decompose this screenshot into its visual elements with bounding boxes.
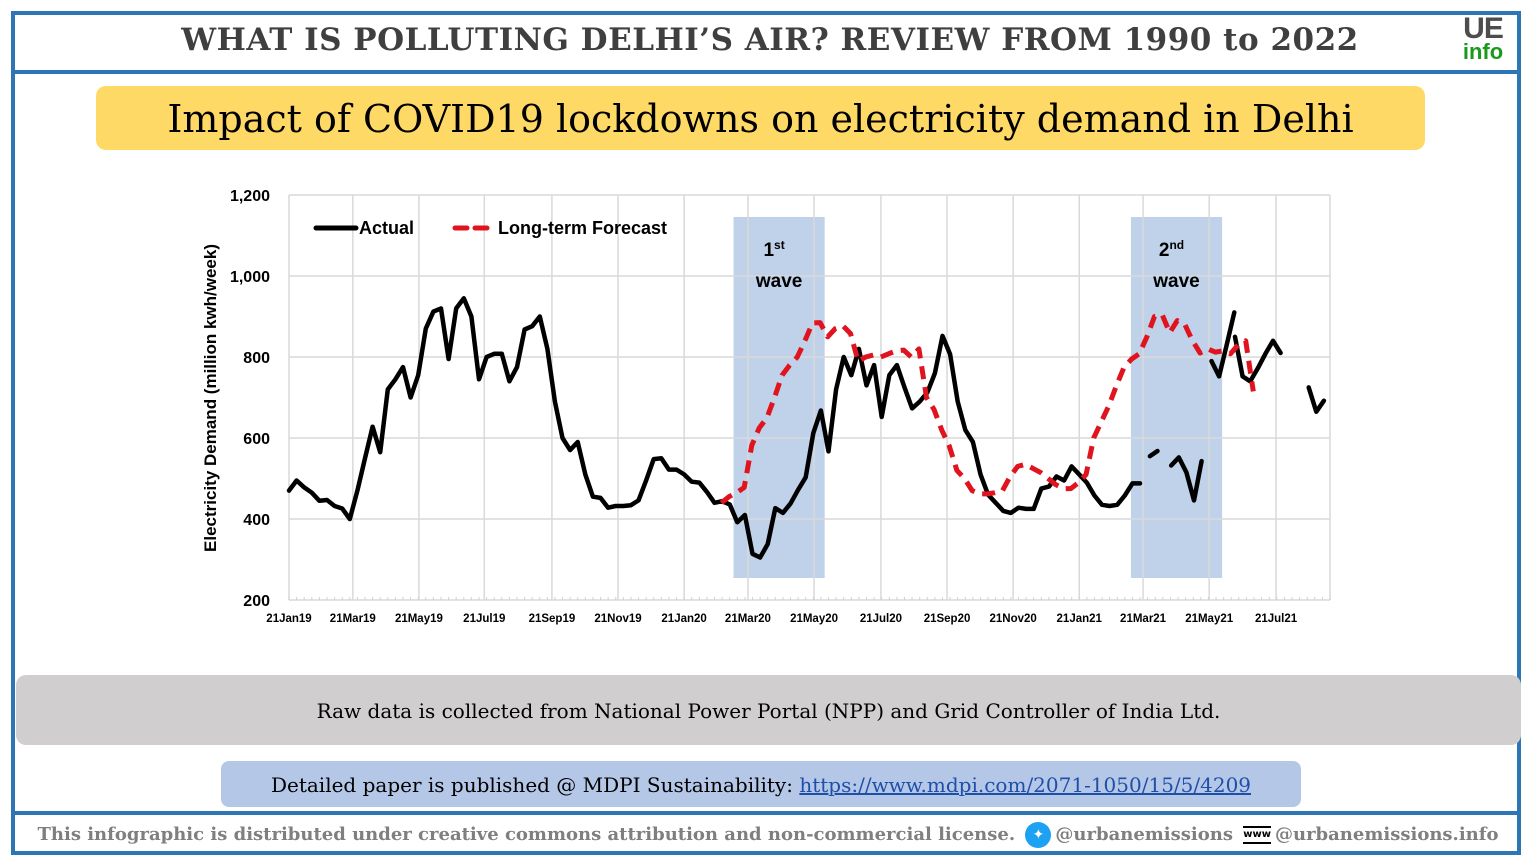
x-tick-label: 21Jan21: [1057, 613, 1103, 625]
legend-forecast-label: Long-term Forecast: [498, 218, 667, 238]
footer-divider: [11, 811, 1521, 815]
actual-line-segment: [1306, 385, 1327, 414]
legend-actual-label: Actual: [359, 218, 414, 238]
data-source-note: Raw data is collected from National Powe…: [16, 675, 1521, 745]
actual-line-segment: [1209, 310, 1237, 379]
header-divider: [11, 70, 1521, 74]
x-tick-label: 21Jan19: [266, 613, 311, 625]
paper-reference-text: Detailed paper is published @ MDPI Susta…: [270, 773, 800, 797]
license-text: This infographic is distributed under cr…: [37, 824, 1016, 845]
x-tick-label: 21Sep19: [529, 613, 576, 625]
paper-link[interactable]: https://www.mdpi.com/2071-1050/15/5/4209: [799, 773, 1252, 797]
y-axis-label: Electricity Demand (million kwh/week): [201, 244, 220, 552]
wave-number-label: 2nd: [1159, 238, 1184, 261]
y-tick-label: 800: [243, 350, 270, 367]
page-title: WHAT IS POLLUTING DELHI’S AIR? REVIEW FR…: [181, 22, 1359, 58]
logo-ue-text: UE: [1463, 12, 1504, 45]
actual-line-segment: [1232, 334, 1283, 384]
wave-word-label: wave: [755, 271, 802, 292]
x-tick-label: 21May19: [395, 613, 443, 625]
actual-line-segment: [286, 296, 1143, 560]
y-tick-label: 1,000: [230, 269, 270, 286]
twitter-handle[interactable]: @urbanemissions: [1055, 824, 1233, 845]
x-tick-label: 21Mar20: [725, 613, 771, 625]
y-tick-label: 200: [243, 593, 270, 610]
page-frame: [11, 11, 1521, 855]
website-handle[interactable]: @urbanemissions.info: [1274, 824, 1499, 845]
x-tick-label: 21May20: [790, 613, 838, 625]
logo-info-text: info: [1462, 39, 1504, 64]
actual-line-segment: [1147, 448, 1160, 459]
x-tick-label: 21Jul21: [1255, 613, 1298, 625]
paper-reference: Detailed paper is published @ MDPI Susta…: [221, 761, 1301, 807]
ue-info-logo[interactable]: UE info: [1456, 14, 1510, 63]
www-globe-icon[interactable]: www: [1243, 826, 1271, 844]
electricity-demand-chart: 200 400 600 800 1,000 1,200 21Jan19 21Mar19 21Ma…: [201, 188, 1331, 625]
x-tick-label: 21Jul19: [463, 613, 505, 625]
covid-wave-band: [1130, 217, 1223, 578]
actual-line-segment: [1168, 455, 1204, 503]
covid-wave-band: [733, 217, 825, 578]
x-tick-label: 21Jan20: [661, 613, 706, 625]
forecast-line-segment: [719, 312, 1256, 505]
x-tick-label: 21Mar19: [330, 613, 376, 625]
y-tick-label: 1,200: [230, 188, 270, 205]
x-tick-label: 21Mar21: [1120, 613, 1167, 625]
wave-word-label: wave: [1152, 271, 1199, 292]
chart-subtitle-banner: Impact of COVID19 lockdowns on electrici…: [96, 86, 1425, 150]
x-tick-label: 21May21: [1185, 613, 1234, 625]
twitter-icon[interactable]: ✦: [1025, 822, 1052, 848]
x-tick-label: 21Nov20: [989, 613, 1036, 625]
x-tick-label: 21Nov19: [594, 613, 641, 625]
wave-number-label: 1st: [763, 238, 784, 261]
y-tick-label: 600: [243, 431, 270, 448]
x-tick-label: 21Jul20: [860, 613, 902, 625]
y-tick-label: 400: [243, 512, 270, 529]
x-tick-label: 21Sep20: [924, 613, 971, 625]
footer: This infographic is distributed under cr…: [0, 822, 1536, 848]
